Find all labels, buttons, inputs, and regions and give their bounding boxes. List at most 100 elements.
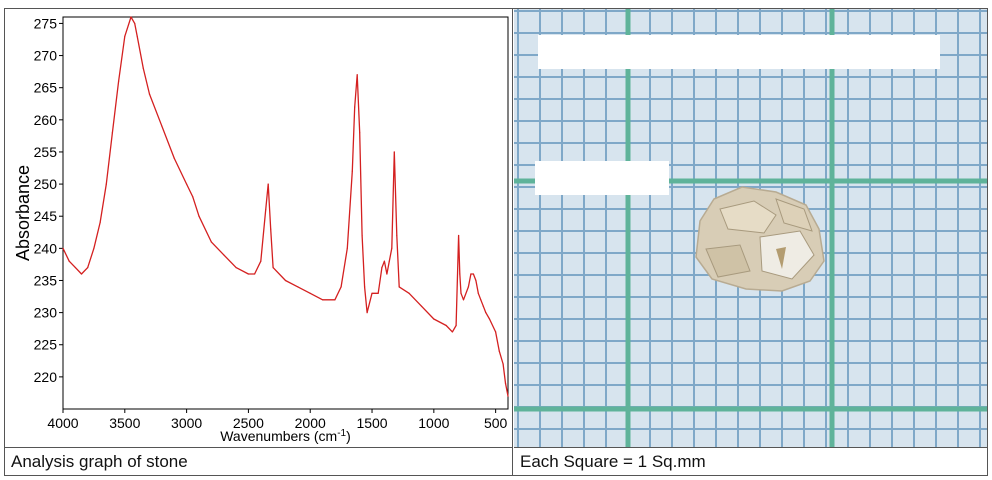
caption-left: Analysis graph of stone bbox=[5, 447, 513, 475]
x-tick-label: 1000 bbox=[418, 415, 449, 431]
spectrum-point bbox=[393, 151, 395, 153]
redaction-box bbox=[538, 35, 940, 69]
spectrum-point bbox=[364, 286, 366, 288]
spectrum-point bbox=[495, 331, 497, 333]
x-tick-label: 500 bbox=[484, 415, 508, 431]
y-tick-label: 260 bbox=[34, 112, 58, 128]
spectrum-point bbox=[488, 318, 491, 320]
stone-facet bbox=[759, 230, 815, 280]
spectrum-point bbox=[472, 273, 474, 275]
x-tick-label: 4000 bbox=[47, 415, 78, 431]
y-tick-label: 265 bbox=[34, 80, 58, 96]
x-axis-label: Wavenumbers (cm-1) bbox=[220, 428, 351, 444]
spectrum-point bbox=[386, 273, 388, 275]
spectrum-point bbox=[254, 273, 256, 275]
spectrum-point bbox=[68, 260, 70, 262]
spectrum-point bbox=[445, 324, 447, 327]
redaction-box bbox=[535, 161, 669, 195]
spectrum-point bbox=[99, 222, 101, 224]
spectrum-point bbox=[359, 132, 361, 134]
spectrum-point bbox=[477, 292, 479, 294]
y-tick-label: 225 bbox=[34, 337, 58, 353]
spectrum-point bbox=[396, 234, 398, 237]
spectrum-point bbox=[504, 382, 507, 384]
spectrum-point bbox=[502, 363, 504, 365]
spectrum-point bbox=[124, 35, 126, 37]
spectrum-point bbox=[388, 260, 390, 262]
spectrum-point bbox=[356, 74, 358, 76]
spectrum-point bbox=[482, 305, 484, 307]
spectrum-point bbox=[105, 183, 107, 185]
figure-frame bbox=[4, 8, 988, 476]
spectrum-point bbox=[186, 183, 188, 185]
x-tick-label: 2000 bbox=[295, 415, 326, 431]
y-tick-label: 240 bbox=[34, 240, 58, 256]
x-tick-label: 1500 bbox=[356, 415, 387, 431]
spectrum-point bbox=[87, 267, 89, 269]
spectrum-point bbox=[223, 254, 225, 256]
y-axis-label: Absorbance bbox=[13, 165, 33, 261]
spectrum-point bbox=[391, 247, 393, 249]
stone-photo bbox=[514, 9, 987, 447]
spectrum-point bbox=[371, 292, 373, 294]
spectrum-panel: 220 225 230 235 240 245 250 255 260 265 270 275 4000… bbox=[5, 9, 513, 447]
spectrum-point bbox=[408, 292, 410, 294]
spectrum-point bbox=[161, 125, 163, 127]
spectrum-point bbox=[130, 16, 132, 18]
spectrum-point bbox=[470, 273, 472, 275]
spectrum-point bbox=[74, 267, 76, 269]
spectrum-point bbox=[459, 273, 461, 275]
spectrum-point bbox=[451, 331, 453, 333]
spectrum-chart: 220 225 230 235 240 245 250 255 260 265 270 275 4000… bbox=[13, 15, 509, 444]
y-tick-label: 255 bbox=[34, 144, 58, 160]
spectrum-point bbox=[361, 234, 363, 237]
spectrum-point bbox=[351, 170, 353, 172]
spectrum-point bbox=[381, 267, 383, 269]
spectrum-point bbox=[433, 318, 435, 320]
spectrum-point bbox=[334, 299, 336, 301]
spectrum-point bbox=[322, 299, 324, 301]
plot-area bbox=[62, 16, 509, 410]
top-strip bbox=[0, 0, 992, 8]
photo-panel bbox=[514, 9, 987, 447]
stone-facet bbox=[705, 244, 751, 278]
spectrum-point bbox=[460, 292, 462, 294]
stone-facet bbox=[775, 198, 813, 232]
spectrum-point bbox=[485, 312, 487, 314]
spectrum-point bbox=[235, 267, 237, 269]
spectrum-point bbox=[192, 196, 194, 198]
spectrum-point bbox=[118, 80, 120, 82]
spectrum-point bbox=[148, 93, 151, 95]
spectrum-point bbox=[354, 106, 356, 108]
x-tick-label: 2500 bbox=[233, 415, 264, 431]
stone-facet bbox=[719, 200, 777, 234]
spectrum-point bbox=[270, 228, 272, 230]
spectrum-point bbox=[480, 299, 482, 301]
spectrum-point bbox=[340, 286, 342, 288]
spectrum-point bbox=[309, 292, 311, 294]
x-tick-label: 3500 bbox=[109, 415, 140, 431]
spectrum-point bbox=[455, 324, 457, 327]
spectrum-point bbox=[265, 209, 267, 211]
spectrum-point bbox=[475, 279, 477, 282]
x-tick-label: 3000 bbox=[171, 415, 202, 431]
y-tick-label: 275 bbox=[34, 15, 58, 31]
spectrum-point bbox=[111, 132, 113, 134]
spectrum-point bbox=[198, 215, 200, 217]
spectrum-point bbox=[260, 260, 262, 262]
spectrum-point bbox=[284, 279, 287, 282]
spectrum-point bbox=[136, 35, 138, 37]
spectrum-point bbox=[62, 247, 64, 249]
y-tick-label: 220 bbox=[34, 369, 58, 385]
spectrum-point bbox=[462, 299, 465, 301]
stone-facet bbox=[776, 247, 786, 269]
y-tick-label: 245 bbox=[34, 208, 58, 224]
spectrum-point bbox=[366, 312, 368, 314]
spectrum-point bbox=[142, 67, 144, 69]
spectrum-point bbox=[272, 267, 274, 269]
spectrum-point bbox=[420, 305, 423, 307]
spectrum-point bbox=[247, 273, 249, 275]
y-tick-label: 230 bbox=[34, 305, 58, 321]
spectrum-point bbox=[507, 395, 509, 397]
y-tick-label: 250 bbox=[34, 176, 58, 192]
